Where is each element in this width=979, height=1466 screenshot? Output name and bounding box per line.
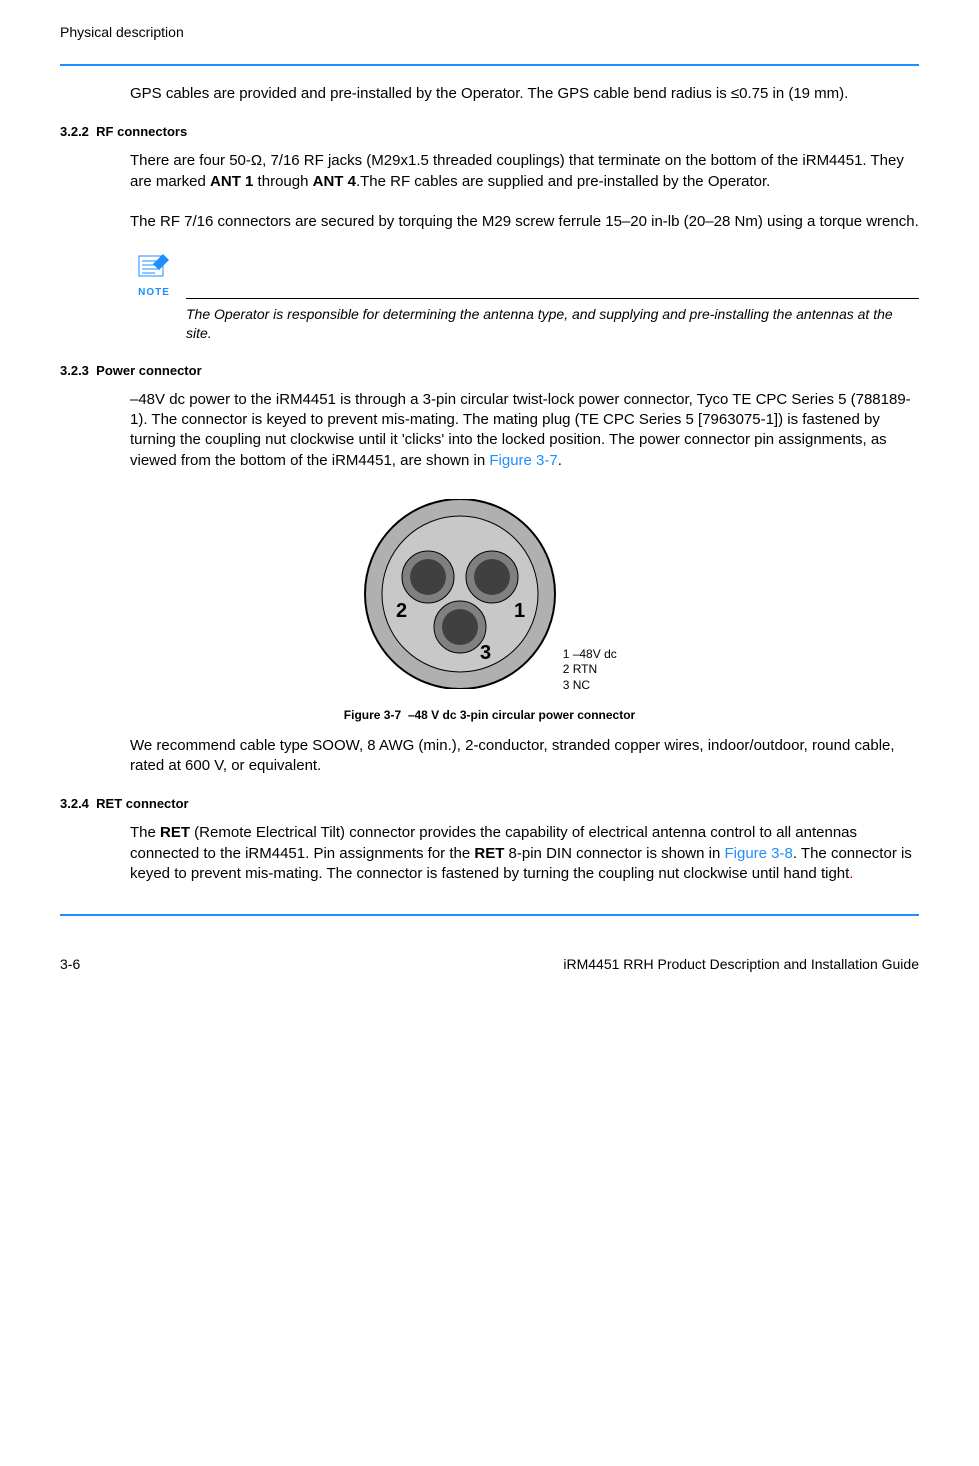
text: . [558,452,562,469]
cable-recommend-para: We recommend cable type SOOW, 8 AWG (min… [130,736,919,777]
note-block: NOTE The Operator is responsible for det… [130,252,919,343]
pin-3-label: 3 NC [563,678,617,694]
svg-text:3: 3 [480,642,491,664]
ret-para: The RET (Remote Electrical Tilt) connect… [130,823,919,884]
note-rule [186,298,919,299]
ret-bold: RET [160,824,190,841]
pin-2-label: 2 RTN [563,662,617,678]
caption-text: –48 V dc 3-pin circular power connector [408,708,635,722]
figure-3-7-link[interactable]: Figure 3-7 [489,452,557,469]
trailing-period: . [849,865,853,882]
heading-3-2-2: 3.2.2 RF connectors [60,124,919,139]
top-rule [60,64,919,66]
heading-3-2-4: 3.2.4 RET connector [60,796,919,811]
gps-paragraph: GPS cables are provided and pre-installe… [130,84,919,104]
svg-text:2: 2 [396,600,407,622]
heading-title: Power connector [96,363,201,378]
page-footer: 3-6 iRM4451 RRH Product Description and … [60,956,919,972]
power-connector-diagram: 1 2 3 [362,499,558,689]
note-icon [137,252,171,285]
note-label: NOTE [130,287,178,298]
ant4-label: ANT 4 [313,173,356,190]
heading-num: 3.2.4 [60,796,89,811]
ant1-label: ANT 1 [210,173,253,190]
heading-num: 3.2.3 [60,363,89,378]
doc-title: iRM4451 RRH Product Description and Inst… [563,956,919,972]
running-head: Physical description [60,24,919,40]
figure-3-7: 1 2 3 1 –48V dc 2 RTN 3 NC [60,499,919,694]
rf-para-2: The RF 7/16 connectors are secured by to… [130,212,919,232]
text: .The RF cables are supplied and pre-inst… [356,173,770,190]
caption-num: Figure 3-7 [344,708,401,722]
text: The [130,824,160,841]
svg-text:1: 1 [514,600,525,622]
pin-1-label: 1 –48V dc [563,647,617,663]
rf-para-1: There are four 50-Ω, 7/16 RF jacks (M29x… [130,151,919,192]
note-text: The Operator is responsible for determin… [186,305,919,343]
heading-title: RF connectors [96,124,187,139]
heading-title: RET connector [96,796,188,811]
pin-legend: 1 –48V dc 2 RTN 3 NC [563,647,617,694]
bottom-rule [60,914,919,916]
text: through [253,173,312,190]
page-number: 3-6 [60,956,80,972]
figure-3-8-link[interactable]: Figure 3-8 [724,845,792,862]
ret-bold: RET [474,845,504,862]
heading-num: 3.2.2 [60,124,89,139]
text: 8-pin DIN connector is shown in [504,845,724,862]
heading-3-2-3: 3.2.3 Power connector [60,363,919,378]
power-para: –48V dc power to the iRM4451 is through … [130,390,919,471]
figure-3-7-caption: Figure 3-7 –48 V dc 3-pin circular power… [60,708,919,722]
